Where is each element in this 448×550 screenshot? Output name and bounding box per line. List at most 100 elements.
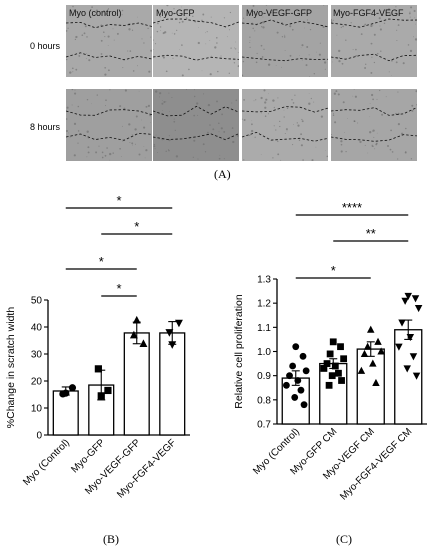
significance-label-1: **: [366, 226, 376, 241]
y-axis-label: Relative cell proliferation: [233, 294, 245, 409]
data-point-0-3: [302, 367, 310, 375]
data-point-2-5: [369, 359, 377, 367]
cell-proliferation-chart: 0.7 0.8 0.9 1.0 1.1 1.2 1.3 Relative cell proli…: [233, 200, 427, 502]
data-point-2-4: [360, 349, 369, 357]
data-point-2-1: [139, 339, 148, 347]
column-label-myo-control: Myo (control): [69, 8, 122, 18]
micrograph-0h-1: [153, 5, 239, 77]
data-point-1-1: [337, 343, 344, 351]
data-point-3-2: [165, 329, 174, 337]
wound-edge-lower: [153, 54, 239, 61]
data-point-1-3: [340, 355, 348, 363]
y-tick-label: 50: [31, 296, 43, 307]
data-point-0-6: [283, 381, 290, 389]
y-tick-label: 0.9: [257, 371, 271, 382]
y-tick-label: 30: [31, 350, 43, 361]
wound-edge-lower: [242, 56, 328, 62]
wound-edge-lower: [66, 52, 152, 61]
wound-edge-upper: [153, 18, 239, 28]
y-tick-label: 0.7: [257, 420, 271, 431]
wound-edge-lower: [331, 53, 417, 62]
bar-3: [159, 332, 186, 436]
wound-edge-upper: [66, 21, 152, 29]
micrograph-0h-0: [66, 5, 152, 77]
data-point-1-0: [97, 392, 105, 400]
wound-edge-upper: [242, 19, 328, 28]
data-point-3-0: [404, 292, 412, 300]
y-tick-label: 40: [31, 323, 43, 334]
wound-edge-lower: [66, 132, 152, 141]
wound-edge-upper: [66, 109, 152, 116]
y-tick-label: 0: [36, 431, 42, 442]
x-tick-label-3: Myo-FGF4-VEGF CM: [338, 426, 414, 502]
data-point-1-10: [325, 381, 333, 389]
significance-label-1: *: [134, 219, 139, 234]
data-point-0-8: [291, 394, 299, 401]
panel-b-label: (B): [103, 532, 119, 546]
data-point-0-0: [292, 343, 300, 351]
data-point-3-2: [401, 297, 409, 305]
data-point-0-9: [300, 401, 308, 409]
y-tick-label: 1.1: [257, 323, 271, 334]
data-point-1-2: [326, 350, 334, 358]
data-point-3-6: [395, 343, 403, 351]
column-label-myo-fgf4-vegf: Myo-FGF4-VEGF: [333, 8, 404, 18]
micrograph-8h-0: [66, 89, 152, 161]
data-point-0-2: [289, 362, 297, 370]
wound-edge-upper: [331, 18, 417, 28]
y-tick-label: 20: [31, 377, 43, 388]
data-point-2-3: [377, 347, 385, 355]
micrograph-8h-2: [242, 89, 328, 161]
significance-label-2: *: [331, 263, 336, 278]
column-label-myo-vegf-gfp: Myo-VEGF-GFP: [246, 8, 313, 18]
significance-label-0: *: [116, 193, 121, 208]
bar-2: [123, 332, 150, 436]
panel-a-label: (A): [214, 167, 231, 181]
column-label-myo-gfp: Myo-GFP: [156, 8, 195, 18]
significance-label-2: *: [99, 254, 104, 269]
y-tick-label: 1.0: [257, 347, 271, 358]
wound-edge-upper: [153, 105, 239, 117]
data-point-3-3: [414, 304, 423, 313]
data-point-1-9: [338, 377, 345, 384]
wound-edge-lower: [242, 131, 328, 142]
data-point-0-5: [294, 377, 302, 384]
data-point-2-6: [357, 366, 366, 374]
data-point-1-2: [94, 365, 102, 373]
data-point-0-1: [299, 352, 307, 360]
data-point-2-2: [363, 342, 372, 350]
data-point-3-7: [409, 353, 418, 361]
data-point-0-7: [297, 386, 305, 394]
data-point-1-1: [104, 386, 112, 395]
data-point-2-0: [132, 315, 141, 324]
data-point-1-8: [328, 372, 336, 380]
y-tick-label: 1.3: [257, 275, 271, 286]
significance-label-0: ****: [342, 200, 362, 215]
data-point-3-4: [398, 319, 406, 327]
y-tick-label: 1.2: [257, 299, 271, 310]
data-point-3-5: [406, 333, 415, 342]
panel-c-label: (C): [336, 532, 352, 546]
scratch-width-chart: 0 10 20 30 40 50 %Change in scratch width Myo (…: [5, 193, 190, 501]
data-point-3-9: [412, 372, 421, 380]
data-point-3-1: [411, 295, 420, 303]
x-tick-label-0: Myo (Control): [21, 437, 72, 488]
significance-label-3: *: [116, 281, 121, 296]
wound-edge-lower: [153, 133, 239, 141]
data-point-1-6: [320, 365, 328, 372]
micrograph-8h-3: [331, 89, 417, 161]
data-point-0-4: [286, 372, 293, 380]
wound-edge-upper: [242, 106, 328, 113]
wound-edge-lower: [331, 134, 417, 142]
data-point-2-7: [372, 378, 380, 386]
wound-edge-upper: [331, 107, 417, 116]
data-point-2-0: [367, 325, 375, 333]
data-point-3-1: [174, 319, 183, 328]
bar-0: [52, 390, 79, 436]
micrograph-0h-3: [331, 5, 417, 77]
y-axis-label: %Change in scratch width: [5, 307, 17, 429]
y-tick-label: 10: [31, 404, 43, 415]
micrograph-8h-1: [153, 89, 239, 161]
data-point-3-8: [403, 365, 411, 373]
data-point-1-5: [331, 362, 339, 370]
